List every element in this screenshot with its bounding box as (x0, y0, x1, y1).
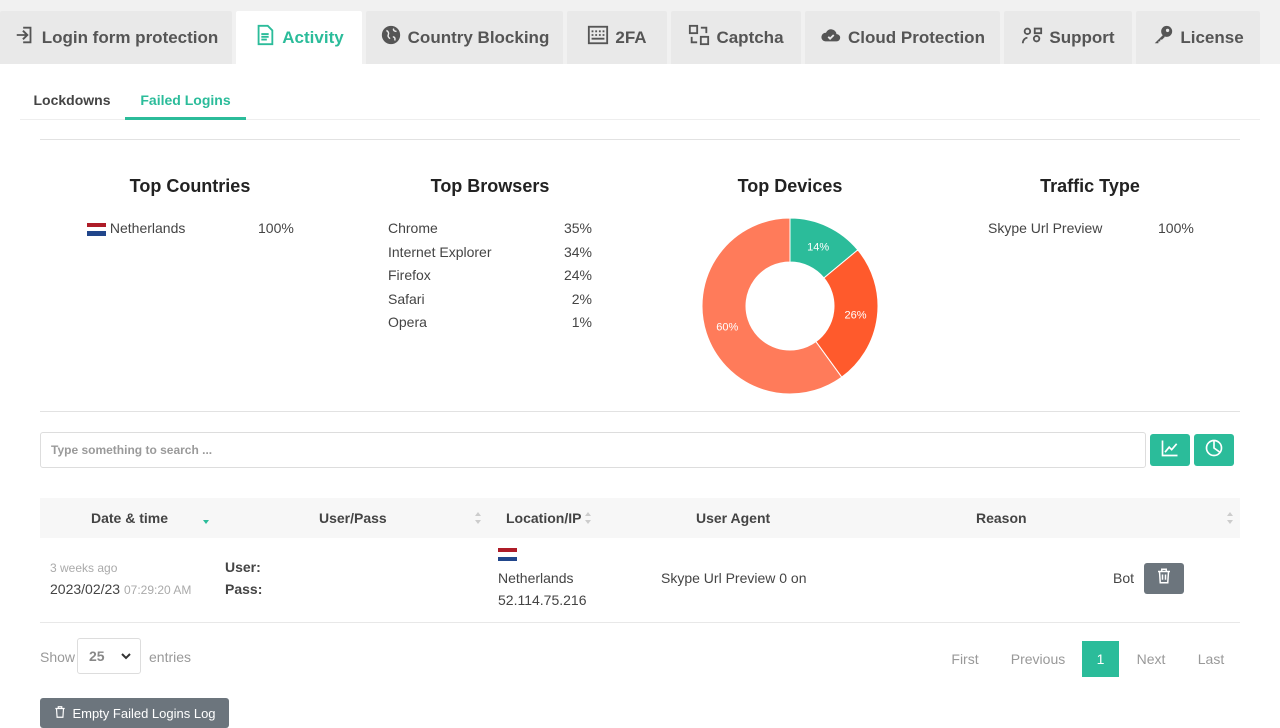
trash-icon (1155, 567, 1173, 590)
pager-next[interactable]: Next (1136, 651, 1166, 667)
empty-log-button[interactable]: Empty Failed Logins Log (40, 698, 229, 728)
chevron-down-icon (120, 640, 132, 674)
traffic-type-title: Traffic Type (1040, 176, 1140, 196)
tab-support[interactable]: Support (1004, 11, 1132, 64)
donut-slice-label: 60% (716, 321, 738, 333)
divider (40, 622, 1240, 623)
pie-chart-icon (1204, 438, 1224, 463)
divider (40, 139, 1240, 140)
donut-slice-label: 26% (844, 309, 866, 321)
login-icon (14, 24, 36, 51)
column-location-ip[interactable]: Location/IP (506, 510, 582, 526)
pager-previous[interactable]: Previous (1010, 651, 1066, 667)
entries-label: entries (149, 649, 192, 665)
line-chart-icon (1160, 438, 1180, 463)
top-devices-title: Top Devices (737, 176, 843, 196)
sort-icon[interactable] (1226, 510, 1234, 526)
empty-log-label: Empty Failed Logins Log (72, 705, 216, 721)
traffic-percent: 100% (1158, 220, 1194, 236)
table-header: Date & time User/Pass Location/IP User A… (40, 498, 1240, 538)
captcha-icon (688, 24, 710, 51)
browser-percent: 34% (563, 244, 592, 260)
traffic-name: Skype Url Preview (988, 220, 1103, 236)
tab-label: Country Blocking (407, 27, 550, 47)
browser-percent: 24% (563, 267, 592, 283)
browser-name: Firefox (388, 267, 431, 283)
tab-cloud-protection[interactable]: Cloud Protection (805, 11, 1000, 64)
show-label: Show (40, 649, 76, 665)
globe-icon (380, 24, 402, 51)
subtab-lockdowns[interactable]: Lockdowns (33, 92, 111, 108)
relative-time: 3 weeks ago (50, 561, 118, 575)
entries-select[interactable]: 25 (77, 638, 141, 674)
entries-value: 25 (89, 648, 105, 664)
donut-slice (815, 249, 879, 378)
time: 07:29:20 AM (123, 583, 192, 597)
browser-percent: 1% (571, 314, 592, 330)
tab-country-blocking[interactable]: Country Blocking (366, 11, 563, 64)
tab-login-form-protection[interactable]: Login form protection (0, 11, 232, 64)
sort-icon[interactable] (474, 510, 482, 526)
tab-label: Captcha (716, 27, 784, 47)
netherlands-flag-icon (87, 222, 106, 236)
pie-chart-button[interactable] (1194, 434, 1234, 466)
column-user-pass[interactable]: User/Pass (319, 510, 387, 526)
line-chart-button[interactable] (1150, 434, 1190, 466)
tab-2fa[interactable]: 2FA (567, 11, 667, 64)
browser-percent: 35% (563, 220, 592, 236)
tab-label: 2FA (615, 27, 647, 47)
netherlands-flag-icon (498, 548, 517, 561)
main-tab-bar: Login form protection Activity Country B… (0, 0, 1280, 64)
browser-percent: 2% (571, 291, 592, 307)
tab-license[interactable]: License (1136, 11, 1260, 64)
sort-desc-icon[interactable] (202, 510, 210, 526)
key-icon (1152, 24, 1174, 51)
tab-activity[interactable]: Activity (236, 11, 362, 64)
browser-name: Opera (388, 314, 427, 330)
browser-name: Internet Explorer (388, 244, 492, 260)
country-name: Netherlands (109, 220, 186, 236)
keypad-icon (587, 24, 609, 51)
tab-label: Activity (282, 27, 344, 47)
cloud-icon (820, 24, 842, 51)
tab-label: Login form protection (41, 27, 219, 47)
pass-label: Pass: (225, 581, 263, 597)
top-countries-title: Top Countries (129, 176, 251, 196)
reason: Bot (1113, 570, 1135, 586)
location-country: Netherlands (498, 570, 574, 586)
tab-label: Support (1049, 27, 1115, 47)
location-ip: 52.114.75.216 (498, 592, 587, 608)
search-input[interactable] (40, 432, 1146, 468)
sub-tab-bar: Lockdowns Failed Logins (20, 80, 1260, 120)
date: 2023/02/23 (50, 581, 121, 597)
pager-first[interactable]: First (951, 651, 979, 667)
user-agent: Skype Url Preview 0 on (661, 570, 807, 586)
browser-name: Chrome (388, 220, 438, 236)
divider (40, 411, 1240, 412)
tab-label: License (1180, 27, 1244, 47)
datetime: 2023/02/23 07:29:20 AM (50, 581, 191, 597)
column-user-agent[interactable]: User Agent (696, 510, 771, 526)
tab-label: Cloud Protection (848, 27, 985, 47)
browser-name: Safari (388, 291, 425, 307)
document-icon (254, 24, 276, 51)
devices-donut-chart: 14% 26% 60% (701, 217, 879, 395)
support-icon (1021, 24, 1043, 51)
top-browsers-title: Top Browsers (430, 176, 550, 196)
subtab-failed-logins[interactable]: Failed Logins (125, 80, 246, 120)
donut-slice (701, 217, 843, 395)
column-date-time[interactable]: Date & time (91, 510, 169, 526)
column-reason[interactable]: Reason (976, 510, 1027, 526)
donut-slice-label: 14% (807, 241, 829, 253)
country-row: Netherlands (87, 220, 185, 236)
user-label: User: (225, 559, 261, 575)
pager-page-1[interactable]: 1 (1082, 641, 1119, 677)
tab-captcha[interactable]: Captcha (671, 11, 801, 64)
pager-last[interactable]: Last (1197, 651, 1225, 667)
delete-row-button[interactable] (1144, 563, 1184, 594)
country-percent: 100% (258, 220, 294, 236)
trash-icon (53, 705, 67, 722)
sort-icon[interactable] (584, 510, 592, 526)
